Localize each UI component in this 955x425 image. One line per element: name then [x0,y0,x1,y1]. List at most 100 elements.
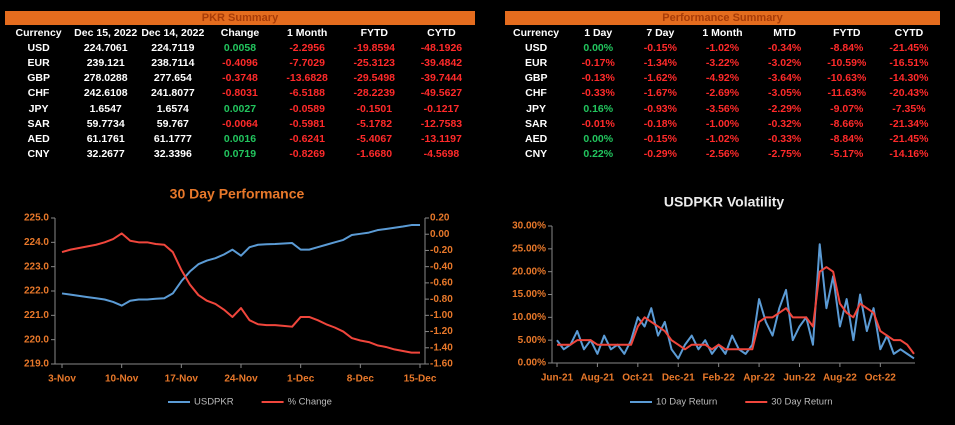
x-tick-label: 8-Dec [347,374,375,385]
table-row: USD 0.00% -0.15% -1.02% -0.34% -8.84% -21.45% [505,40,940,55]
value-cell: -14.16% [889,148,929,161]
value-cell: -6.5188 [289,87,325,100]
column-header: 7 Day [646,26,675,39]
value-cell: -21.45% [889,41,929,54]
table-row: AED 61.1761 61.1777 0.0016 -0.6241 -5.4067 -13… [5,131,475,146]
legend-label: % Change [288,397,332,408]
column-header: FYTD [833,26,861,39]
series-line [61,224,420,307]
column-header: Currency [513,26,560,39]
value-cell: -0.0589 [289,102,325,115]
currency-cell: GBP [524,72,548,85]
y2-tick-label: -1.20 [430,326,453,337]
performance-summary-table: Performance Summary Currency 1 Day 7 Day 1 M… [505,11,940,162]
y-tick-label: 0.00% [518,358,546,369]
table-row: SAR -0.01% -0.18% -1.00% -0.32% -8.66% -21.34% [505,116,940,131]
currency-cell: EUR [524,56,548,69]
value-cell: 59.7734 [86,117,125,130]
value-cell: 241.8077 [150,87,195,100]
y-tick-label: 20.00% [512,266,546,277]
value-cell: 0.0016 [223,132,257,145]
value-cell: -3.22% [705,56,740,69]
value-cell: -21.45% [889,132,929,145]
value-cell: -0.8031 [222,87,258,100]
y-tick-label: 220.0 [24,334,49,345]
value-cell: -10.63% [827,72,867,85]
x-tick-label: 15-Dec [404,374,437,385]
value-cell: -0.18% [643,117,677,130]
currency-cell: JPY [28,102,49,115]
table-row: AED 0.00% -0.15% -1.02% -0.33% -8.84% -21.45% [505,131,940,146]
y2-tick-label: 0.20 [430,213,450,224]
value-cell: 61.1761 [86,132,125,145]
value-cell: -0.4096 [222,56,258,69]
column-header: FYTD [360,26,388,39]
column-header: Change [220,26,260,39]
x-tick-label: 17-Nov [165,374,199,385]
currency-cell: SAR [27,117,50,130]
value-cell: -0.29% [643,148,677,161]
currency-cell: USD [524,41,548,54]
value-cell: -0.33% [581,87,615,100]
value-cell: -3.05% [767,87,802,100]
value-cell: -2.29% [767,102,802,115]
value-cell: -14.30% [889,72,929,85]
x-tick-label: 10-Nov [105,374,139,385]
value-cell: -0.15% [643,41,677,54]
table-row: CHF -0.33% -1.67% -2.69% -3.05% -11.63% -20.43… [505,86,940,101]
value-cell: -0.34% [767,41,802,54]
value-cell: -0.3748 [222,72,258,85]
value-cell: 0.22% [583,148,614,161]
x-tick-label: Oct-22 [865,373,897,384]
value-cell: -2.75% [767,148,802,161]
column-header: Dec 15, 2022 [74,26,138,39]
value-cell: -19.8594 [353,41,395,54]
chart-title: USDPKR Volatility [664,194,785,210]
y2-tick-label: -1.00 [430,310,453,321]
value-cell: -0.15% [643,132,677,145]
value-cell: -4.5698 [423,148,460,161]
value-cell: -2.56% [705,148,740,161]
value-cell: -3.64% [767,72,802,85]
table-row: USD 224.7061 224.7119 0.0058 -2.2956 -19.8594… [5,40,475,55]
value-cell: -1.6680 [356,148,393,161]
x-tick-label: Apr-22 [743,373,775,384]
table-row: CNY 32.2677 32.3396 0.0719 -0.8269 -1.6680 -4.… [5,147,475,162]
value-cell: 239.121 [86,56,125,69]
legend-label: 30 Day Return [771,397,832,408]
value-cell: -0.1217 [423,102,460,115]
column-header: 1 Month [287,26,328,39]
value-cell: -29.5498 [353,72,395,85]
value-cell: 224.7061 [83,41,128,54]
value-cell: -1.00% [705,117,740,130]
value-cell: -0.17% [581,56,615,69]
header-row: Currency 1 Day 7 Day 1 Month MTD FYTD CYTD [505,25,940,40]
currency-cell: USD [27,41,50,54]
table-row: SAR 59.7734 59.767 -0.0064 -0.5981 -5.1782 -12… [5,116,475,131]
value-cell: 1.6574 [156,102,189,115]
value-cell: 0.00% [583,132,614,145]
value-cell: 0.0027 [223,102,257,115]
value-cell: -0.1501 [356,102,393,115]
y-tick-label: 224.0 [24,237,49,248]
value-cell: 0.0058 [223,41,257,54]
title-row: Performance Summary [505,11,940,25]
currency-cell: AED [524,132,548,145]
table-row: GBP 278.0288 277.654 -0.3748 -13.6828 -29.549… [5,71,475,86]
currency-cell: CNY [524,148,548,161]
value-cell: -0.6241 [289,132,325,145]
value-cell: -5.1782 [356,117,393,130]
value-cell: 277.654 [153,72,192,85]
x-tick-label: Jun-21 [541,373,574,384]
value-cell: -20.43% [889,87,929,100]
x-tick-label: Feb-22 [703,373,736,384]
value-cell: -28.2239 [353,87,395,100]
y2-tick-label: 0.00 [430,229,450,240]
value-cell: 59.767 [156,117,189,130]
currency-cell: GBP [27,72,50,85]
column-header: CYTD [894,26,924,39]
currency-cell: CHF [27,87,50,100]
table-row: CNY 0.22% -0.29% -2.56% -2.75% -5.17% -14.16% [505,147,940,162]
x-tick-label: 1-Dec [287,374,315,385]
column-header: 1 Day [584,26,613,39]
